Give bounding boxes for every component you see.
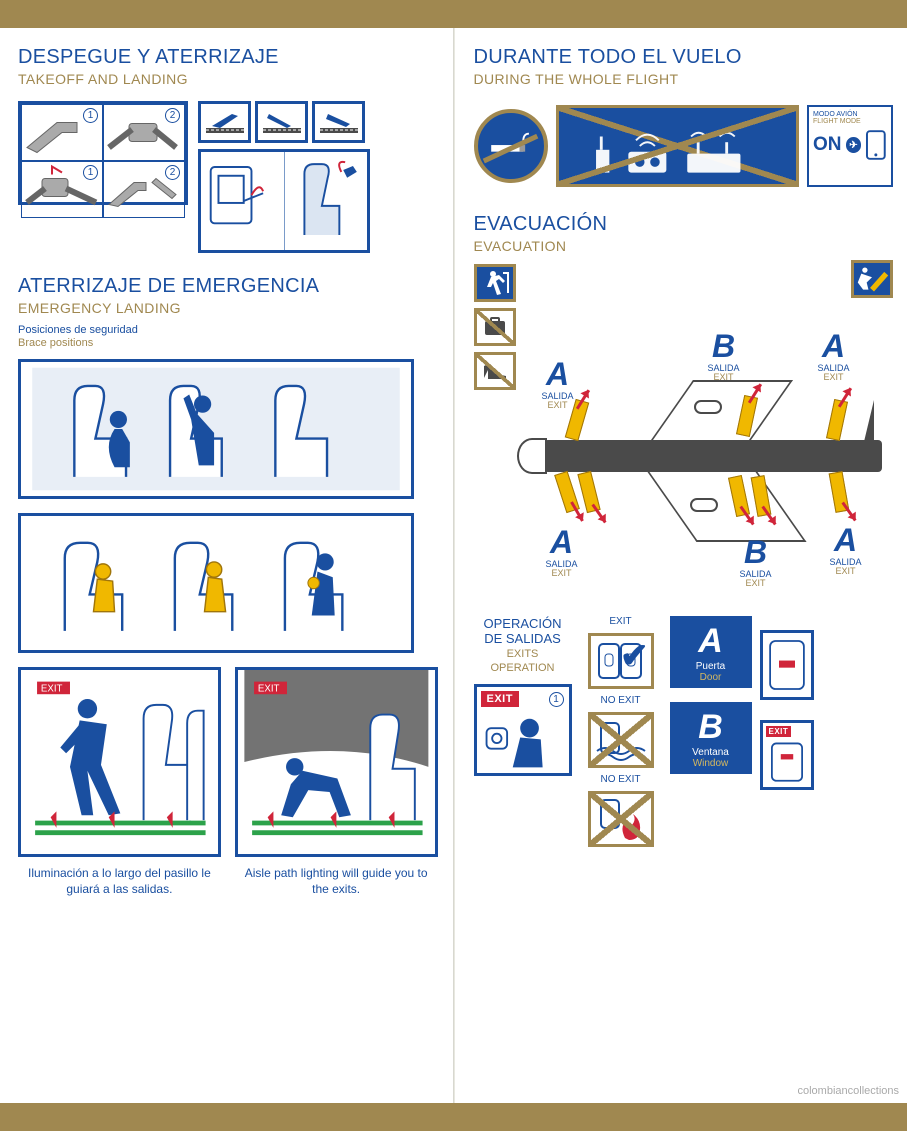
mode-label-es: MODO AVIÓN [813, 111, 887, 118]
landing-icon [255, 101, 308, 143]
op-title-en: OPERATION [474, 662, 572, 674]
exit-label: EXIT [542, 401, 574, 410]
door-step-panel [760, 630, 814, 700]
exit-sign-text: EXIT [481, 691, 519, 707]
exit-letter: A [698, 622, 723, 661]
no-heels-icon [474, 352, 516, 390]
aisle-lighting-crawl: EXIT Aisle path lighting will guide you … [235, 667, 438, 897]
noexit-label: NO EXIT [600, 774, 640, 785]
emergency-title-es: ATERRIZAJE DE EMERGENCIA [18, 275, 438, 298]
door-step-column: EXIT [760, 616, 816, 847]
evac-title-en: EVACUATION [474, 238, 894, 254]
door-en: Door [700, 672, 722, 683]
landing-icon [312, 101, 365, 143]
takeoff-title-en: TAKEOFF AND LANDING [18, 71, 438, 87]
exit-letter: B [740, 536, 772, 568]
window-step-panel: EXIT [760, 720, 814, 790]
exit-label: EXIT [818, 373, 850, 382]
mode-label-en: FLIGHT MODE [813, 118, 887, 125]
flight-mode-panel: MODO AVIÓN FLIGHT MODE ON✈ [807, 105, 893, 187]
window-en: Window [693, 758, 729, 769]
seatbelt-panel: 1 2 1 2 [18, 101, 188, 205]
brace-adults-panel [18, 359, 414, 499]
svg-text:EXIT: EXIT [258, 683, 280, 694]
caption-en: Aisle path lighting will guide you to th… [235, 865, 438, 897]
exit-type-column: A Puerta Door B Ventana Window [670, 616, 750, 847]
op-title-en: EXITS [474, 648, 572, 660]
emergency-title-en: EMERGENCY LANDING [18, 300, 438, 316]
airplane-icon: ✈ [846, 137, 862, 153]
exit-label: EXIT [708, 373, 740, 382]
exit-letter: B [698, 708, 723, 747]
exit-letter: B [708, 330, 740, 362]
exit-letter: A [830, 524, 862, 556]
no-luggage-icon [474, 308, 516, 346]
exits-operation-left: OPERACIÓN DE SALIDAS EXITS OPERATION EXI… [474, 616, 572, 847]
step-number: 1 [83, 108, 98, 123]
takeoff-icon [198, 101, 251, 143]
exit-ok-label: EXIT [609, 616, 631, 627]
left-column: DESPEGUE Y ATERRIZAJE TAKEOFF AND LANDIN… [0, 28, 452, 1103]
exit-condition-column: EXIT ✔ NO EXIT NO EXIT [582, 616, 660, 847]
noexit-label: NO EXIT [600, 695, 640, 706]
door-es: Puerta [696, 661, 725, 672]
exit-sign: EXIT [41, 683, 63, 694]
step-number: 1 [549, 692, 564, 707]
mode-on-text: ON [813, 134, 842, 156]
op-title-es: DE SALIDAS [474, 631, 572, 646]
no-exit-water-icon [588, 712, 654, 768]
top-border [0, 0, 907, 28]
evacuate-run-icon [474, 264, 516, 302]
brace-sub-es: Posiciones de seguridad [18, 324, 438, 336]
no-exit-fire-icon [588, 791, 654, 847]
exit-label: EXIT [546, 569, 578, 578]
right-column: DURANTE TODO EL VUELO DURING THE WHOLE F… [452, 28, 907, 1103]
fold-line [453, 28, 455, 1103]
step-number: 2 [165, 108, 180, 123]
exit-b-window-tile: B Ventana Window [670, 702, 752, 774]
slide-icon [851, 260, 893, 298]
exit-letter: A [542, 358, 574, 390]
brace-sub-en: Brace positions [18, 337, 438, 349]
exit-letter: A [546, 526, 578, 558]
aircraft-diagram: ASALIDAEXIT BSALIDAEXIT ASALIDAEXIT ASAL… [522, 300, 894, 600]
look-outside-panel: EXIT 1 [474, 684, 572, 776]
exit-letter: A [818, 330, 850, 362]
evac-title-es: EVACUACIÓN [474, 213, 894, 236]
check-icon: ✔ [620, 636, 649, 676]
step-number: 2 [165, 165, 180, 180]
step-number: 1 [83, 165, 98, 180]
exit-sign-text: EXIT [766, 726, 792, 737]
brace-children-panel [18, 513, 414, 653]
aisle-lighting-walk: EXIT Iluminación a lo largo del pasillo … [18, 667, 221, 897]
op-title-es: OPERACIÓN [474, 616, 572, 631]
tray-and-planes [198, 101, 370, 253]
safety-card: DESPEGUE Y ATERRIZAJE TAKEOFF AND LANDIN… [0, 0, 907, 1131]
bottom-border [0, 1103, 907, 1131]
window-es: Ventana [692, 747, 729, 758]
exit-a-door-tile: A Puerta Door [670, 616, 752, 688]
no-smoking-icon [474, 109, 548, 183]
caption-es: Iluminación a lo largo del pasillo le gu… [18, 865, 221, 897]
tray-seatback-panel [198, 149, 370, 253]
no-transmitters-icon [556, 105, 800, 187]
exit-label: EXIT [740, 579, 772, 588]
flight-title-en: DURING THE WHOLE FLIGHT [474, 71, 894, 87]
exit-label: EXIT [830, 567, 862, 576]
takeoff-title-es: DESPEGUE Y ATERRIZAJE [18, 46, 438, 69]
exit-ok-icon: ✔ [588, 633, 654, 689]
watermark-text: colombiancollections [798, 1085, 900, 1097]
flight-title-es: DURANTE TODO EL VUELO [474, 46, 894, 69]
